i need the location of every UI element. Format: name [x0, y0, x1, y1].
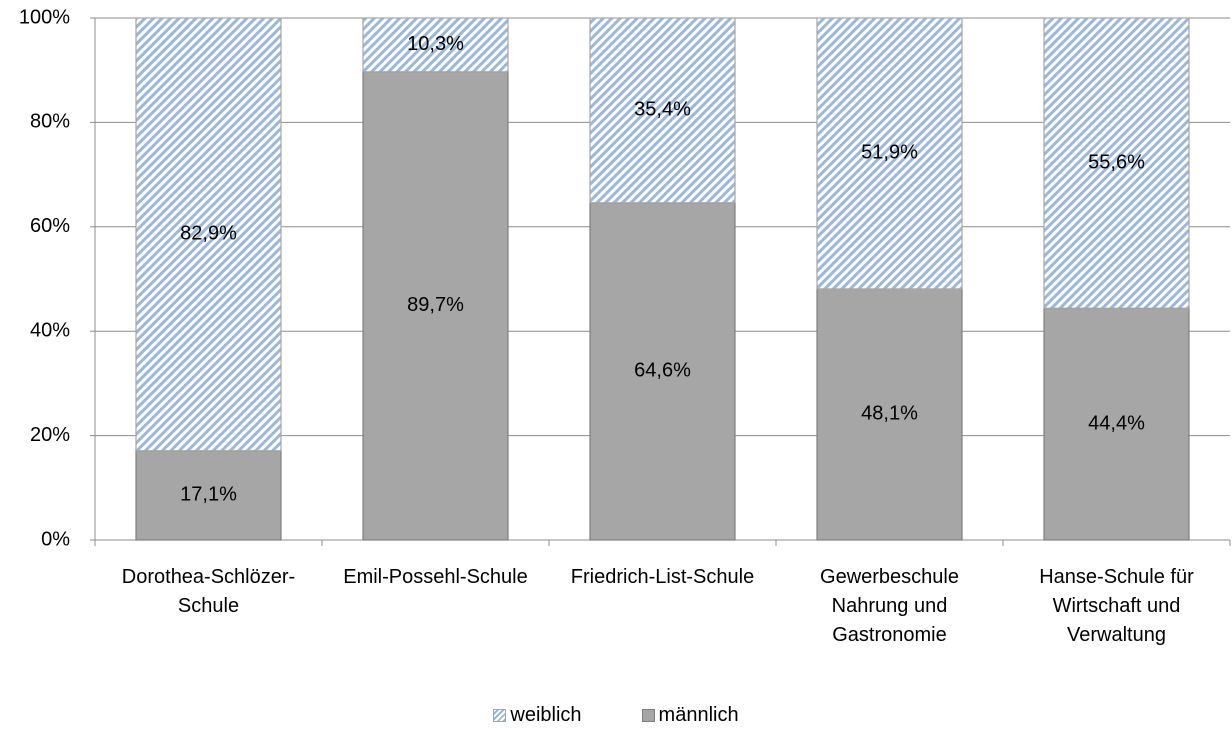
legend-item: männlich: [641, 704, 739, 727]
legend-swatch: [641, 709, 655, 722]
data-label: 55,6%: [1088, 151, 1145, 173]
data-label: 89,7%: [407, 294, 464, 316]
y-tick-label: 100%: [19, 6, 70, 28]
bar-segment: [362, 71, 509, 541]
legend-item: weiblich: [493, 704, 582, 727]
bar-segment: [589, 202, 736, 541]
legend-label: männlich: [658, 704, 739, 726]
x-tick-label: Hanse-Schule für Wirtschaft und Verwaltu…: [1039, 566, 1194, 646]
bar-segment: [589, 17, 736, 204]
y-tick-label: 20%: [30, 424, 70, 446]
data-label: 82,9%: [180, 223, 237, 245]
x-tick-label: Emil-Possehl-Schule: [343, 566, 528, 588]
bar-segment: [135, 17, 282, 452]
y-tick-label: 60%: [30, 215, 70, 237]
data-label: 17,1%: [180, 484, 237, 506]
legend-label: weiblich: [510, 704, 582, 726]
bar-segment: [1043, 307, 1190, 541]
data-label: 44,4%: [1088, 412, 1145, 434]
x-tick-label: Dorothea-Schlözer-Schule: [121, 566, 296, 617]
bar-segment: [1043, 17, 1190, 309]
x-tick-label: Friedrich-List-Schule: [570, 566, 755, 588]
bar-segment: [135, 450, 282, 541]
data-label: 10,3%: [407, 33, 464, 55]
x-tick-label: Gewerbeschule Nahrung und Gastronomie: [820, 566, 959, 646]
legend: weiblich männlich: [0, 704, 1232, 728]
data-label: 35,4%: [634, 99, 691, 121]
legend-swatch: [493, 709, 507, 722]
y-tick-label: 0%: [41, 528, 70, 550]
bar-segment: [816, 17, 963, 290]
y-tick-label: 80%: [30, 111, 70, 133]
data-label: 51,9%: [861, 142, 918, 164]
data-label: 64,6%: [634, 360, 691, 382]
bar-segment: [816, 288, 963, 541]
bar-segment: [362, 17, 509, 73]
data-label: 48,1%: [861, 403, 918, 425]
y-tick-label: 40%: [30, 319, 70, 341]
